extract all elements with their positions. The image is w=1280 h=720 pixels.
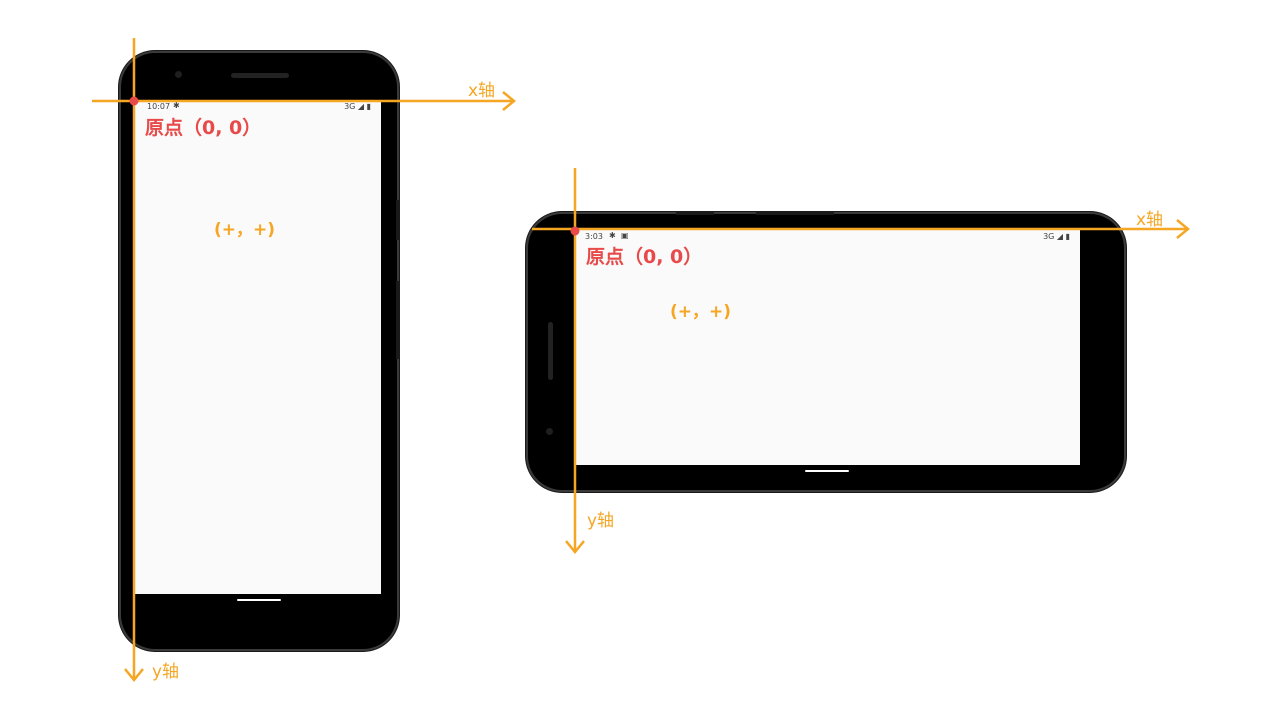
portrait-axes xyxy=(92,38,516,682)
portrait-x-arrowhead xyxy=(502,91,516,111)
front-camera xyxy=(175,71,182,78)
portrait-y-arrowhead xyxy=(124,668,144,682)
status-time: 10:07 xyxy=(147,102,171,111)
volume-button xyxy=(756,211,834,215)
settings-gear-icon: ✱ xyxy=(609,231,616,240)
phone-portrait: 10:07 ✱ 3G ◢ ▮ xyxy=(121,53,400,649)
phone-landscape: 3:03 ✱ ▣ 3G ◢ ▮ xyxy=(528,211,1124,490)
landscape-quadrant-label: (+，+) xyxy=(670,302,732,322)
status-bar: 3:03 ✱ ▣ 3G ◢ ▮ xyxy=(575,230,1080,242)
landscape-y-arrowhead xyxy=(565,540,585,554)
landscape-x-arrowhead xyxy=(1176,219,1190,239)
portrait-origin-label: 原点（0, 0） xyxy=(145,117,262,139)
home-gesture-bar xyxy=(237,599,281,601)
notification-icon: ▣ xyxy=(621,231,629,240)
portrait-screen: 10:07 ✱ 3G ◢ ▮ xyxy=(135,100,381,594)
portrait-y-axis-label: y轴 xyxy=(152,662,180,682)
landscape-screen: 3:03 ✱ ▣ 3G ◢ ▮ xyxy=(575,230,1080,465)
settings-gear-icon: ✱ xyxy=(173,101,180,110)
front-camera xyxy=(546,428,553,435)
status-indicators: 3G ◢ ▮ xyxy=(344,102,371,111)
landscape-origin-label: 原点（0, 0） xyxy=(586,246,703,268)
status-indicators: 3G ◢ ▮ xyxy=(1043,232,1070,241)
home-gesture-bar xyxy=(805,470,849,472)
landscape-origin-dot xyxy=(570,226,580,236)
earpiece-speaker xyxy=(231,73,289,78)
landscape-axes xyxy=(532,168,1190,554)
power-button xyxy=(676,211,714,215)
portrait-quadrant-label: (+，+) xyxy=(214,220,276,240)
landscape-x-axis-label: x轴 xyxy=(1136,210,1164,230)
portrait-origin-dot xyxy=(129,96,139,106)
status-time: 3:03 xyxy=(585,232,603,241)
earpiece-speaker xyxy=(548,322,553,380)
portrait-x-axis-label: x轴 xyxy=(468,81,496,101)
status-bar: 10:07 ✱ 3G ◢ ▮ xyxy=(135,100,381,112)
power-button xyxy=(396,200,400,240)
landscape-y-axis-label: y轴 xyxy=(587,511,615,531)
volume-button xyxy=(396,281,400,359)
